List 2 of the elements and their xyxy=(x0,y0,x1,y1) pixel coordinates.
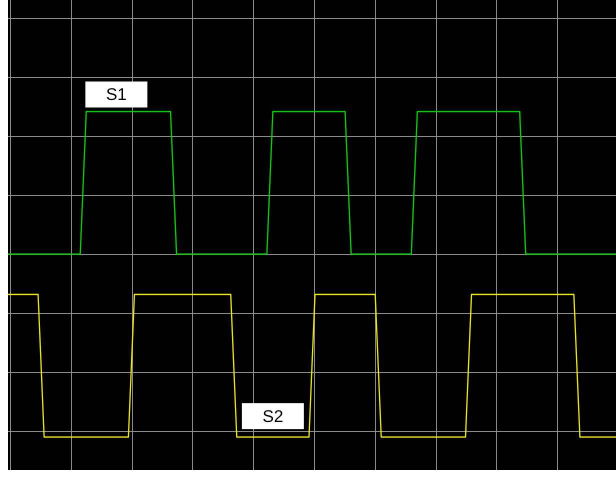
series-label: S1 xyxy=(106,85,127,104)
series-label: S2 xyxy=(262,406,284,426)
